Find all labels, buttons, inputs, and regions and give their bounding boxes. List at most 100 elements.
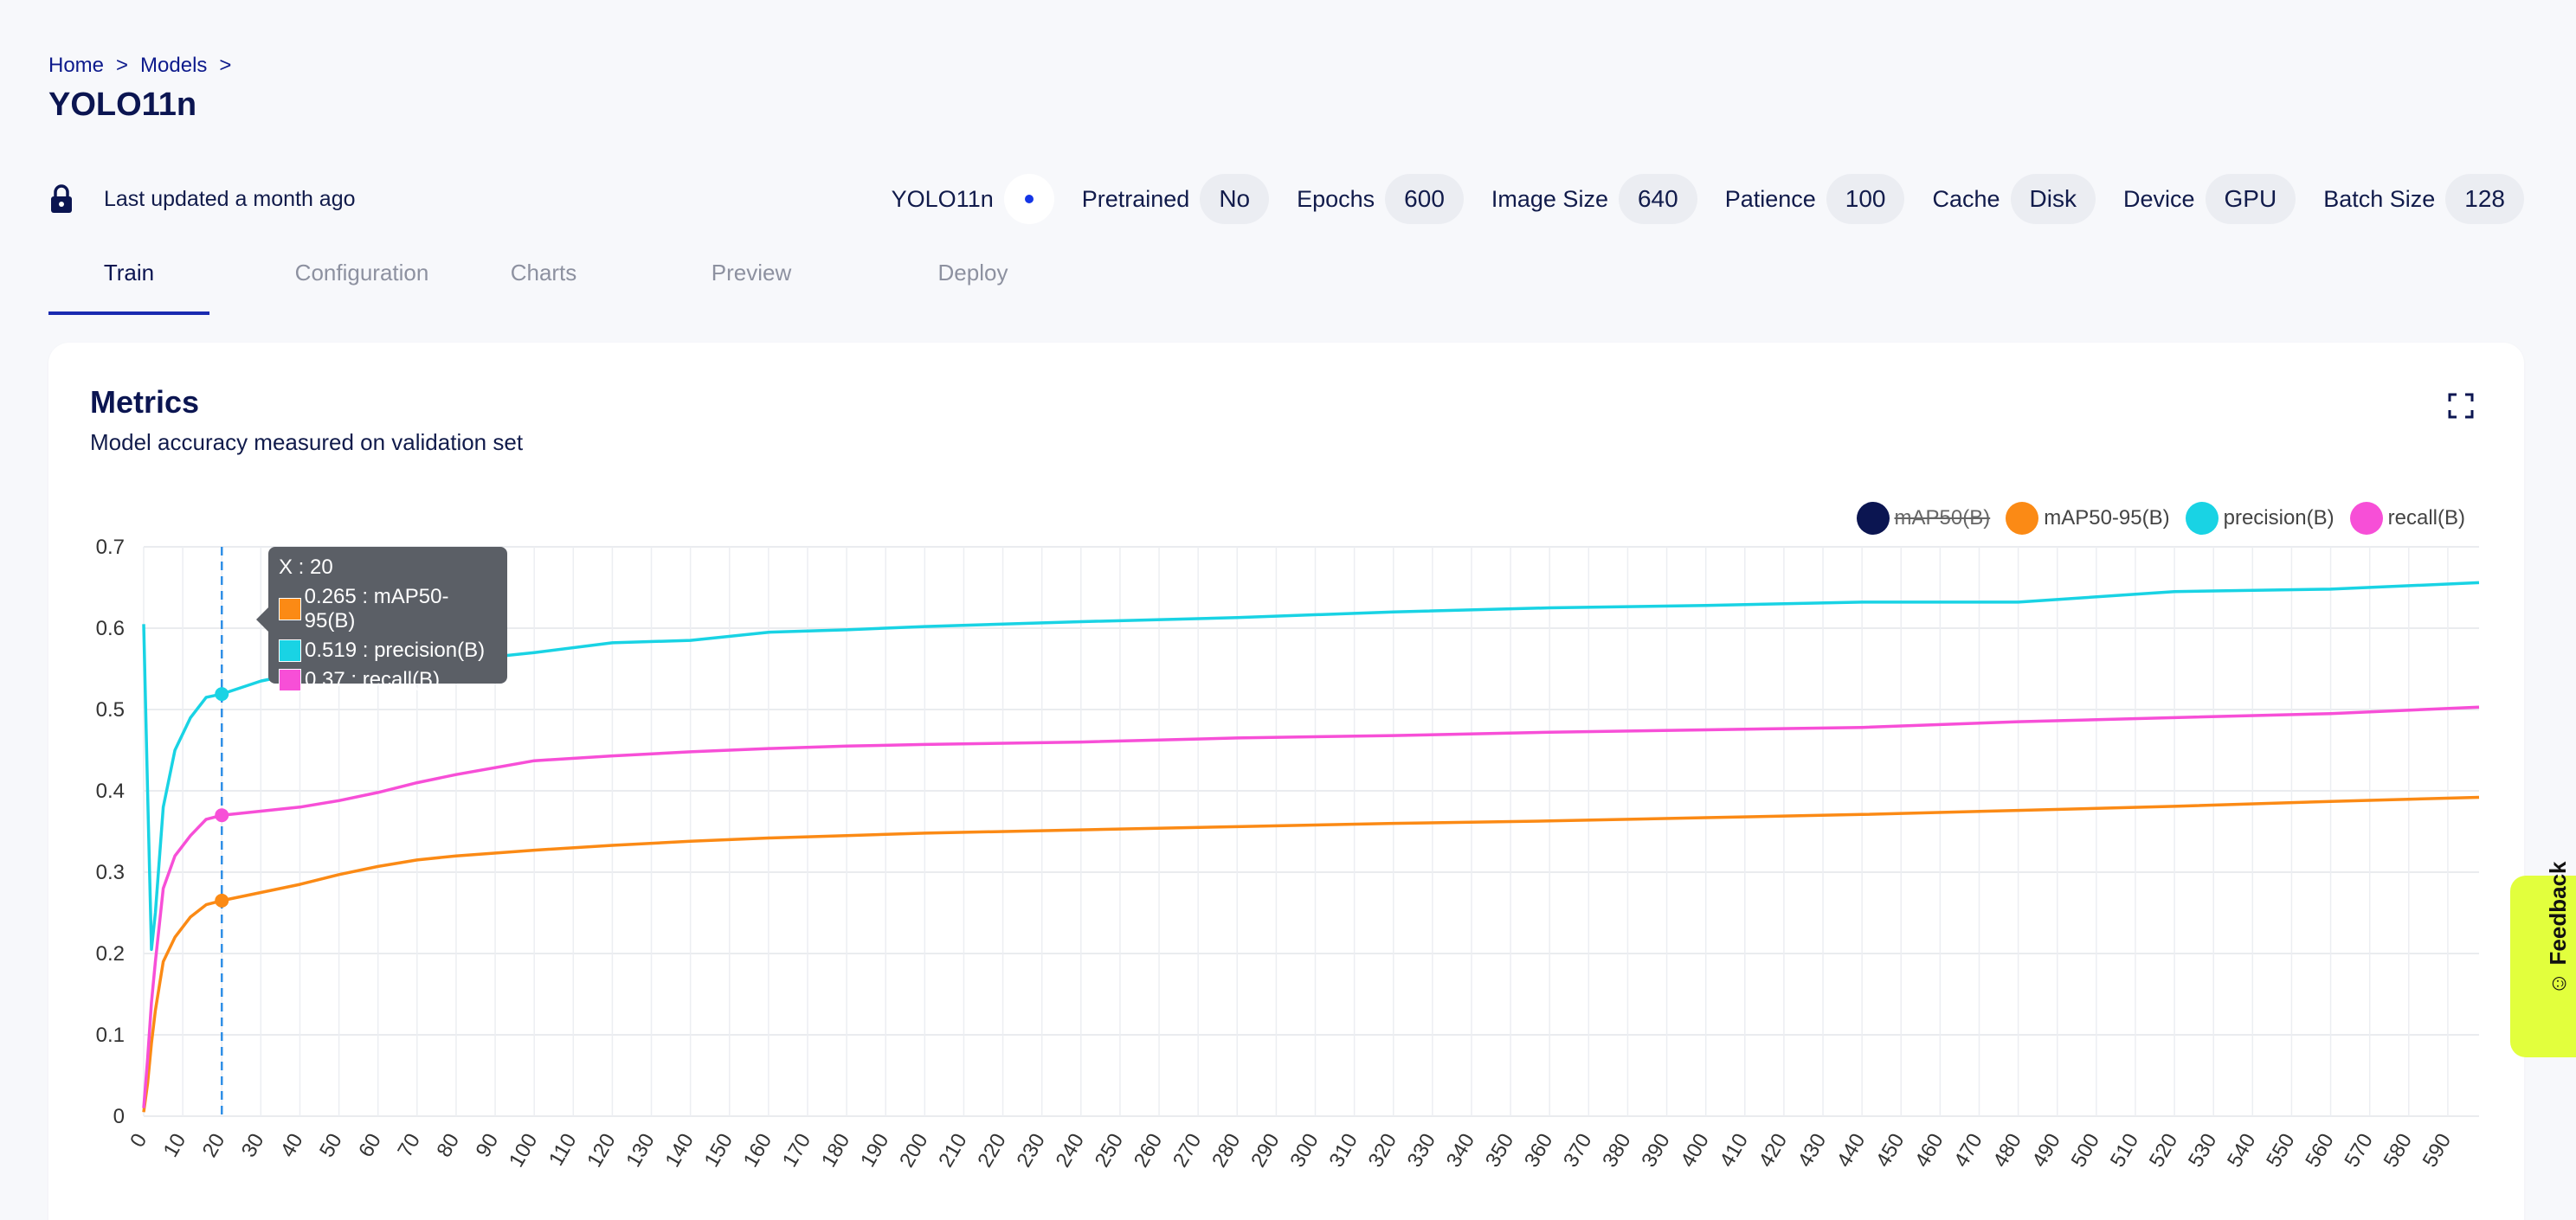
legend-item-map50[interactable]: mAP50(B) — [1856, 502, 1991, 535]
tab-bar: Train Configuration Charts Preview Deplo… — [48, 251, 1025, 315]
x-tick-label: 150 — [700, 1130, 737, 1172]
x-tick-label: 500 — [2067, 1130, 2104, 1172]
legend-item-map50-95[interactable]: mAP50-95(B) — [2006, 502, 2170, 535]
feedback-button[interactable] — [2510, 876, 2576, 1057]
breadcrumb-home-link[interactable]: Home — [48, 54, 105, 77]
tab-train[interactable]: Train — [48, 251, 209, 315]
y-tick-label: 0.1 — [96, 1024, 125, 1047]
x-tick-label: 80 — [432, 1130, 464, 1162]
x-tick-label: 210 — [934, 1130, 971, 1172]
x-tick-label: 370 — [1559, 1130, 1596, 1172]
x-tick-label: 520 — [2145, 1130, 2182, 1172]
x-tick-label: 90 — [472, 1130, 504, 1162]
x-tick-label: 120 — [583, 1130, 620, 1172]
legend-item-recall[interactable]: recall(B) — [2349, 502, 2465, 535]
patience-label: Patience — [1724, 185, 1816, 212]
x-tick-label: 250 — [1091, 1130, 1128, 1172]
tooltip-row-text: 0.519 : precision(B) — [305, 639, 486, 662]
y-tick-label: 0.5 — [96, 698, 125, 722]
breadcrumb-models-link[interactable]: Models — [140, 54, 208, 77]
smile-icon: ☺ — [2545, 972, 2571, 995]
x-tick-label: 260 — [1130, 1130, 1167, 1172]
batch-size-value: 128 — [2445, 174, 2524, 224]
param-device: Device GPU — [2123, 174, 2296, 224]
tooltip-swatch — [279, 669, 301, 691]
pretrained-label: Pretrained — [1081, 185, 1190, 212]
x-tick-label: 360 — [1520, 1130, 1557, 1172]
x-tick-label: 30 — [237, 1130, 269, 1162]
tab-configuration[interactable]: Configuration — [294, 260, 429, 286]
tab-deploy[interactable]: Deploy — [937, 260, 1008, 286]
epochs-label: Epochs — [1297, 185, 1375, 212]
fullscreen-icon[interactable] — [2448, 393, 2474, 419]
cache-value: Disk — [2010, 174, 2096, 224]
legend-swatch — [2006, 502, 2039, 535]
feedback-label[interactable]: ☺ Feedback — [2545, 862, 2572, 996]
param-cache: Cache Disk — [1932, 174, 2096, 224]
status-bar: Last updated a month ago — [48, 177, 356, 222]
image-size-value: 640 — [1618, 174, 1697, 224]
tooltip-swatch — [279, 639, 301, 662]
x-tick-label: 280 — [1208, 1130, 1245, 1172]
metrics-subtitle: Model accuracy measured on validation se… — [90, 429, 524, 455]
x-tick-label: 40 — [276, 1130, 308, 1162]
y-tick-label: 0.6 — [96, 617, 125, 640]
page-title: YOLO11n — [48, 87, 197, 123]
x-tick-label: 170 — [778, 1130, 815, 1172]
x-tick-label: 580 — [2380, 1130, 2417, 1172]
tooltip-row: 0.519 : precision(B) — [279, 639, 497, 663]
last-updated-text: Last updated a month ago — [104, 186, 356, 211]
param-image-size: Image Size 640 — [1491, 174, 1697, 224]
tab-preview[interactable]: Preview — [711, 260, 792, 286]
metrics-title: Metrics — [90, 384, 200, 420]
x-tick-label: 140 — [660, 1130, 698, 1172]
x-tick-label: 470 — [1949, 1130, 1987, 1172]
x-tick-label: 180 — [817, 1130, 854, 1172]
x-tick-label: 350 — [1481, 1130, 1518, 1172]
x-tick-label: 20 — [198, 1130, 230, 1162]
x-tick-label: 460 — [1910, 1130, 1948, 1172]
legend-label: mAP50(B) — [1894, 506, 1991, 530]
device-label: Device — [2122, 185, 2195, 212]
param-batch-size: Batch Size 128 — [2323, 174, 2524, 224]
x-tick-label: 450 — [1871, 1130, 1909, 1172]
x-tick-label: 320 — [1364, 1130, 1401, 1172]
series-line — [142, 705, 2480, 1108]
tooltip-row-text: 0.265 : mAP50-95(B) — [304, 585, 449, 632]
lock-icon — [48, 183, 74, 215]
feedback-text: Feedback — [2545, 861, 2571, 966]
x-tick-label: 160 — [739, 1130, 776, 1172]
model-params: YOLO11n Pretrained No Epochs 600 Image S… — [864, 173, 2524, 225]
y-tick-label: 0.3 — [96, 861, 125, 884]
dot-icon — [1024, 195, 1034, 203]
x-tick-label: 440 — [1832, 1130, 1870, 1172]
x-tick-label: 130 — [621, 1130, 659, 1172]
batch-size-label: Batch Size — [2323, 185, 2436, 212]
chart-tooltip: X : 20 0.265 : mAP50-95(B) 0.519 : preci… — [256, 547, 507, 691]
x-tick-label: 560 — [2301, 1130, 2338, 1172]
legend-label: precision(B) — [2223, 506, 2334, 530]
x-tick-label: 10 — [159, 1130, 191, 1162]
breadcrumb: Home > Models > — [48, 54, 231, 78]
x-tick-label: 410 — [1716, 1130, 1753, 1172]
metrics-card: Metrics Model accuracy measured on valid… — [48, 343, 2524, 1220]
hover-point — [215, 893, 229, 908]
pretrained-value: No — [1200, 174, 1270, 224]
model-name-label: YOLO11n — [891, 185, 994, 212]
x-tick-label: 590 — [2418, 1130, 2456, 1172]
tab-charts[interactable]: Charts — [510, 260, 577, 286]
x-tick-label: 100 — [505, 1130, 542, 1172]
x-tick-label: 550 — [2262, 1130, 2299, 1172]
epochs-value: 600 — [1385, 174, 1464, 224]
x-tick-label: 400 — [1676, 1130, 1713, 1172]
tooltip-row-text: 0.37 : recall(B) — [305, 668, 441, 691]
tooltip-row: 0.37 : recall(B) — [279, 668, 497, 692]
x-tick-label: 510 — [2106, 1130, 2143, 1172]
legend-swatch — [2185, 502, 2219, 535]
legend-item-precision[interactable]: precision(B) — [2185, 502, 2334, 535]
y-tick-label: 0.4 — [96, 780, 125, 803]
image-size-label: Image Size — [1491, 185, 1608, 212]
x-tick-label: 490 — [2028, 1130, 2065, 1172]
x-tick-label: 530 — [2184, 1130, 2221, 1172]
x-tick-label: 270 — [1169, 1130, 1206, 1172]
